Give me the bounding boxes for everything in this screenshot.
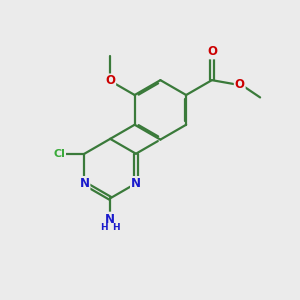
Text: O: O [235, 78, 245, 91]
Text: Cl: Cl [53, 149, 65, 159]
Text: O: O [105, 74, 115, 87]
Text: N: N [80, 177, 89, 190]
Text: N: N [131, 177, 141, 190]
Text: H: H [100, 223, 108, 232]
Text: N: N [105, 213, 115, 226]
Text: H: H [112, 223, 120, 232]
Text: O: O [207, 45, 217, 58]
